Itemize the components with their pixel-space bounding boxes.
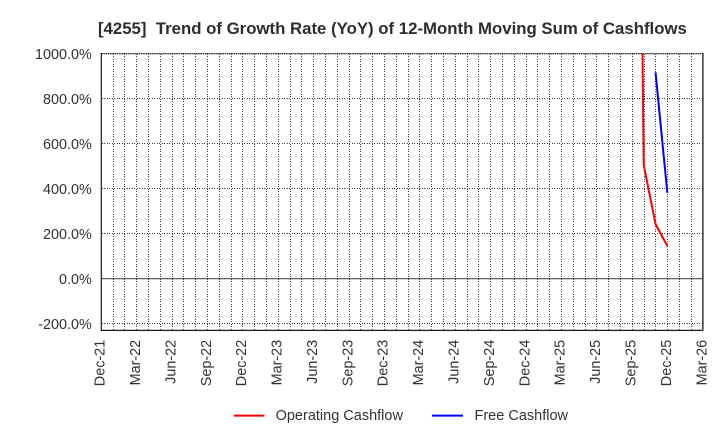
svg-text:Mar-26: Mar-26 [694,340,710,386]
svg-text:Sep-24: Sep-24 [482,340,498,386]
svg-text:600.0%: 600.0% [43,137,92,153]
svg-text:Sep-23: Sep-23 [340,340,356,386]
svg-text:Jun-24: Jun-24 [447,340,463,384]
svg-text:Operating Cashflow: Operating Cashflow [276,408,404,424]
svg-text:200.0%: 200.0% [43,227,92,243]
svg-text:Mar-24: Mar-24 [411,340,427,386]
svg-text:Free Cashflow: Free Cashflow [475,408,569,424]
svg-text:Jun-23: Jun-23 [305,340,321,384]
svg-text:0.0%: 0.0% [59,272,92,288]
svg-text:Mar-23: Mar-23 [270,340,286,386]
svg-text:Mar-22: Mar-22 [128,340,144,386]
svg-text:800.0%: 800.0% [43,92,92,108]
svg-text:Dec-21: Dec-21 [93,340,109,386]
svg-text:Dec-25: Dec-25 [659,340,675,386]
svg-text:400.0%: 400.0% [43,182,92,198]
svg-text:-200.0%: -200.0% [38,317,92,333]
svg-text:Sep-22: Sep-22 [199,340,215,386]
svg-text:Sep-25: Sep-25 [624,340,640,386]
svg-text:Dec-23: Dec-23 [376,340,392,386]
svg-text:[4255] Trend of Growth Rate (: [4255] Trend of Growth Rate (YoY) of 12-… [98,19,687,38]
svg-text:Dec-24: Dec-24 [517,340,533,386]
svg-text:Mar-25: Mar-25 [553,340,569,386]
svg-text:1000.0%: 1000.0% [35,47,92,63]
svg-text:Jun-22: Jun-22 [163,340,179,384]
svg-text:Jun-25: Jun-25 [588,340,604,384]
svg-text:Dec-22: Dec-22 [234,340,250,386]
